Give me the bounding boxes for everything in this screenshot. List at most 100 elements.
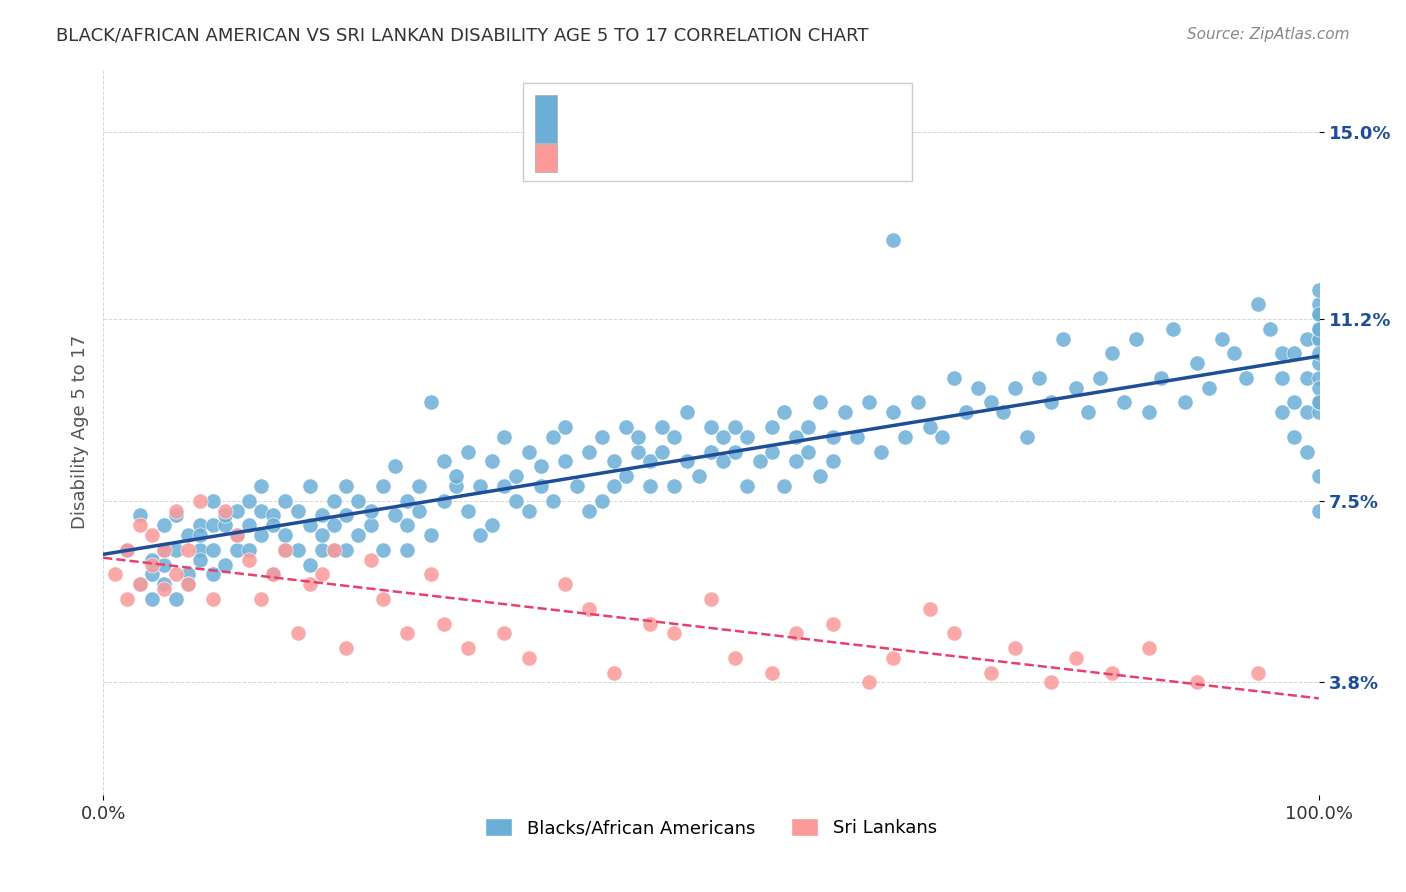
Point — [274, 542, 297, 557]
Point — [432, 454, 454, 468]
Point — [238, 518, 260, 533]
Legend: Blacks/African Americans, Sri Lankans: Blacks/African Americans, Sri Lankans — [478, 811, 943, 845]
Point — [214, 518, 236, 533]
Point — [165, 508, 187, 523]
Point — [153, 542, 176, 557]
Point — [664, 479, 686, 493]
Text: BLACK/AFRICAN AMERICAN VS SRI LANKAN DISABILITY AGE 5 TO 17 CORRELATION CHART: BLACK/AFRICAN AMERICAN VS SRI LANKAN DIS… — [56, 27, 869, 45]
Point — [1125, 332, 1147, 346]
Point — [201, 542, 224, 557]
Point — [177, 542, 200, 557]
Point — [1308, 307, 1330, 321]
Point — [907, 395, 929, 409]
Point — [190, 542, 212, 557]
Point — [481, 518, 503, 533]
Point — [1198, 381, 1220, 395]
Point — [737, 479, 759, 493]
Point — [1308, 371, 1330, 385]
Point — [444, 469, 467, 483]
Point — [700, 591, 723, 606]
Point — [1308, 322, 1330, 336]
Point — [214, 503, 236, 517]
Point — [1234, 371, 1257, 385]
Point — [517, 444, 540, 458]
Point — [323, 518, 346, 533]
Point — [627, 430, 650, 444]
Point — [517, 651, 540, 665]
Point — [262, 567, 284, 582]
Point — [530, 459, 553, 474]
Point — [225, 503, 247, 517]
Point — [468, 528, 491, 542]
Point — [834, 405, 856, 419]
Point — [554, 454, 576, 468]
Point — [1077, 405, 1099, 419]
Point — [335, 479, 357, 493]
Point — [591, 430, 613, 444]
Text: -0.167: -0.167 — [613, 130, 683, 149]
Point — [153, 542, 176, 557]
Point — [700, 420, 723, 434]
Point — [420, 528, 443, 542]
Point — [457, 641, 479, 656]
Point — [287, 503, 309, 517]
Point — [1101, 665, 1123, 680]
Point — [1150, 371, 1173, 385]
Point — [1284, 430, 1306, 444]
Point — [785, 430, 807, 444]
Point — [638, 454, 661, 468]
Point — [238, 542, 260, 557]
Point — [225, 542, 247, 557]
Point — [250, 591, 273, 606]
Point — [250, 528, 273, 542]
Point — [1308, 395, 1330, 409]
Text: 0.446: 0.446 — [613, 101, 675, 120]
Point — [262, 518, 284, 533]
Point — [201, 591, 224, 606]
Point — [1308, 332, 1330, 346]
Text: 198: 198 — [808, 101, 849, 120]
Text: R =: R = — [565, 101, 607, 120]
Point — [602, 665, 624, 680]
Point — [347, 528, 370, 542]
Point — [177, 577, 200, 591]
Point — [1284, 395, 1306, 409]
Point — [165, 591, 187, 606]
Point — [165, 503, 187, 517]
Point — [688, 469, 710, 483]
Point — [444, 479, 467, 493]
Point — [1187, 675, 1209, 690]
Point — [396, 518, 419, 533]
Point — [468, 479, 491, 493]
Point — [190, 528, 212, 542]
Point — [991, 405, 1014, 419]
Point — [238, 552, 260, 566]
Point — [1028, 371, 1050, 385]
Point — [153, 558, 176, 572]
Point — [664, 626, 686, 640]
Point — [323, 542, 346, 557]
Point — [943, 371, 966, 385]
Point — [1040, 675, 1063, 690]
Point — [287, 626, 309, 640]
Point — [724, 420, 747, 434]
Point — [494, 430, 516, 444]
Point — [808, 395, 831, 409]
Point — [1308, 469, 1330, 483]
Point — [1211, 332, 1233, 346]
Point — [761, 420, 783, 434]
Point — [541, 430, 564, 444]
Point — [602, 479, 624, 493]
Point — [1308, 332, 1330, 346]
Point — [396, 493, 419, 508]
Point — [432, 493, 454, 508]
Point — [578, 444, 600, 458]
Point — [1308, 356, 1330, 370]
Point — [238, 493, 260, 508]
Point — [274, 493, 297, 508]
Point — [1271, 405, 1294, 419]
Point — [797, 444, 820, 458]
Point — [190, 552, 212, 566]
Point — [821, 616, 844, 631]
Point — [1015, 430, 1038, 444]
